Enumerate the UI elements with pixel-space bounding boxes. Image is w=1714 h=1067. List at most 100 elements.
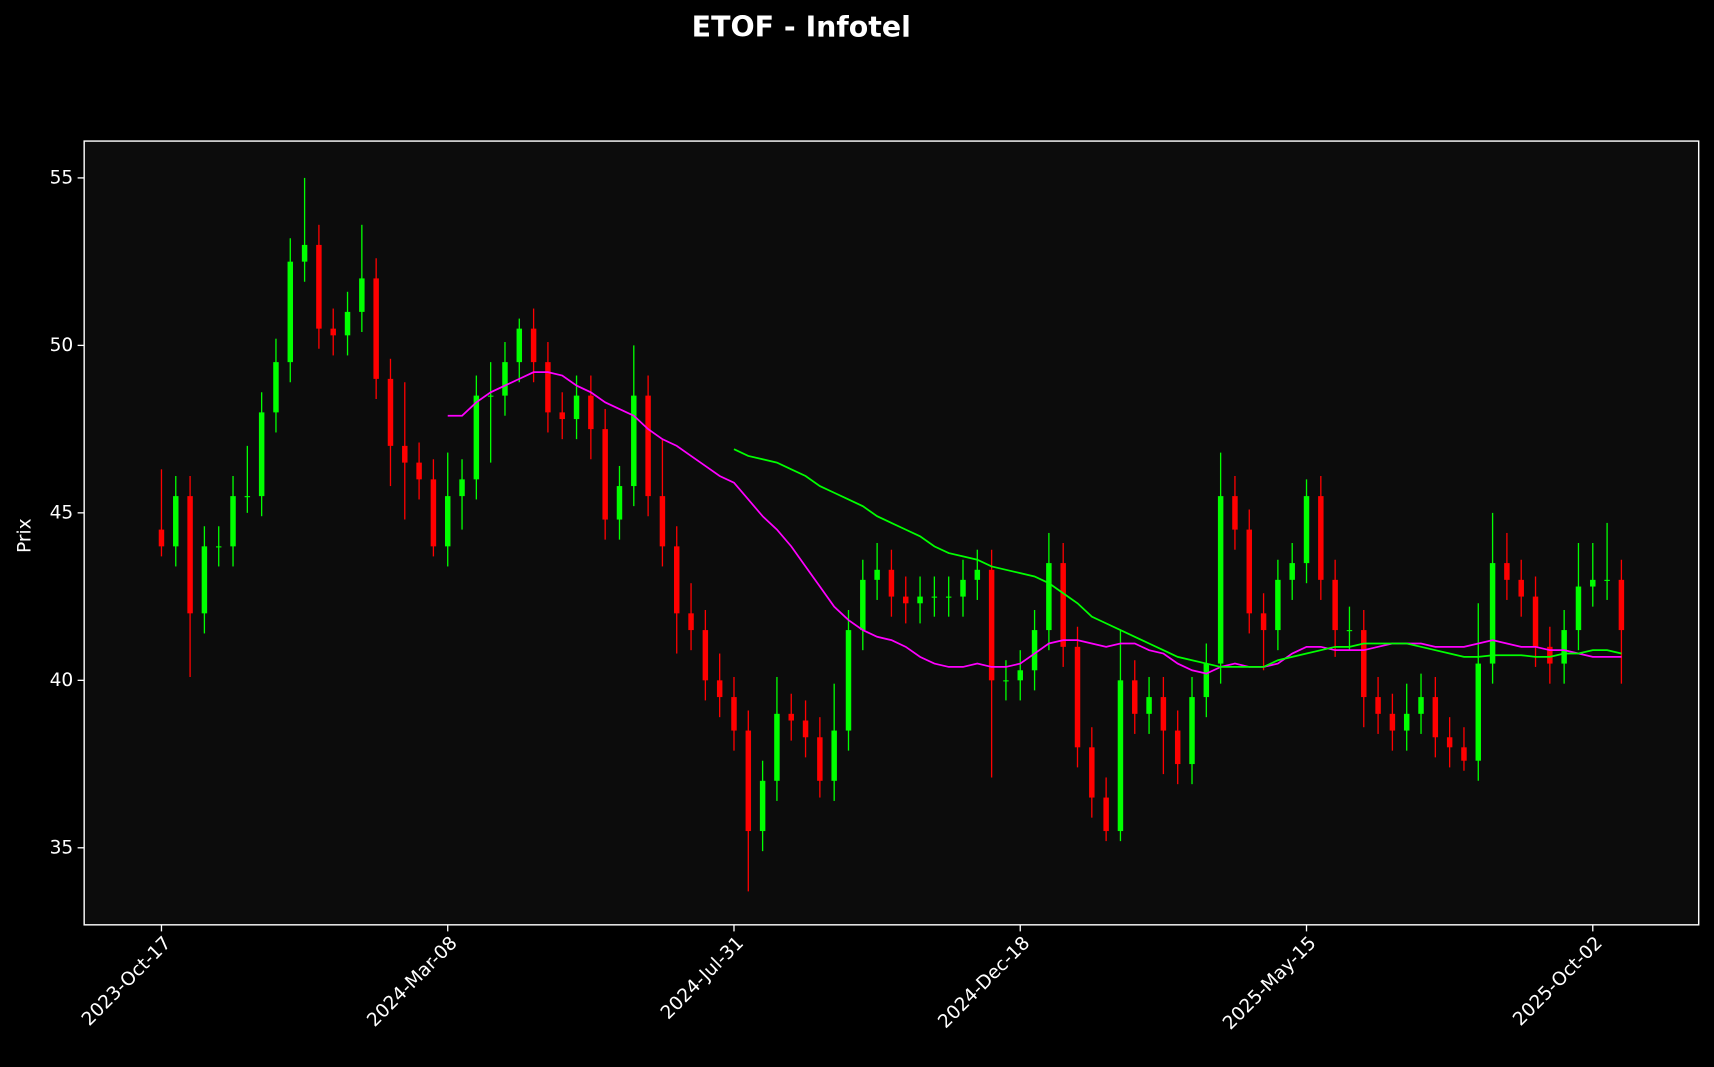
x-tick-label: 2024-Mar-08 <box>363 933 461 1031</box>
candle-body <box>1203 663 1210 698</box>
candle-body <box>688 613 694 631</box>
candle-body <box>530 328 537 363</box>
candle-body <box>1017 670 1023 681</box>
candle-body <box>1590 579 1596 587</box>
candle-body <box>430 479 437 547</box>
candle-body <box>1575 586 1582 631</box>
candle-body <box>573 395 580 420</box>
candle-body <box>702 630 709 681</box>
candle-body <box>1389 713 1396 731</box>
candle-body <box>1547 646 1553 664</box>
candle-body <box>616 486 623 520</box>
y-tick-label: 50 <box>50 335 74 356</box>
candle-body <box>802 720 809 738</box>
candle-body <box>215 546 222 548</box>
candle-body <box>201 546 208 614</box>
candle-body <box>1403 713 1410 731</box>
x-tick-label: 2025-Oct-02 <box>1509 933 1607 1031</box>
moving-average-line <box>733 448 1622 668</box>
y-tick-label: 35 <box>50 837 74 858</box>
candle-body <box>1375 697 1381 714</box>
candle-body <box>459 479 465 497</box>
candle-body <box>1289 563 1295 580</box>
candle-body <box>831 730 837 781</box>
candle-body <box>444 496 451 547</box>
candle-body <box>1475 663 1482 761</box>
candle-body <box>1604 579 1610 581</box>
x-tick-label: 2023-Oct-17 <box>78 933 176 1031</box>
candle-body <box>716 680 723 698</box>
candle-body <box>1160 697 1167 731</box>
candle-body <box>745 730 752 832</box>
candle-body <box>230 496 236 547</box>
candle-body <box>1332 579 1338 631</box>
candle-body <box>258 412 265 497</box>
candle-body <box>1275 579 1281 631</box>
candle-body <box>502 362 508 396</box>
candle-body <box>1361 630 1367 698</box>
candle-body <box>974 569 981 580</box>
y-tick-label: 40 <box>50 670 74 691</box>
candle-body <box>1561 630 1567 664</box>
candle-body <box>817 737 823 781</box>
candle-body <box>1232 496 1238 530</box>
candle-body <box>602 429 608 520</box>
candle-body <box>845 630 852 731</box>
candle-body <box>559 412 565 420</box>
candle-body <box>1446 737 1453 748</box>
candle-body <box>158 529 165 547</box>
candle-body <box>1260 613 1267 631</box>
chart-title: ETOF - Infotel <box>692 10 911 43</box>
candle-body <box>173 496 179 547</box>
y-axis-label: Prix <box>15 518 36 553</box>
candle-body <box>359 278 365 312</box>
x-tick-label: 2024-Dec-18 <box>934 933 1034 1033</box>
candle-body <box>1060 563 1066 647</box>
plot-area <box>84 141 1699 925</box>
candle-body <box>187 496 193 614</box>
candle-body <box>988 569 995 681</box>
candle-body <box>1132 680 1138 714</box>
candle-body <box>316 244 322 329</box>
candle-body <box>860 579 866 631</box>
candle-body <box>545 362 551 413</box>
candle-body <box>1246 529 1252 614</box>
plot-frame <box>83 140 1700 926</box>
candle-body <box>931 596 938 598</box>
candle-body <box>731 697 737 731</box>
candle-body <box>273 362 279 413</box>
candle-body <box>1189 697 1195 765</box>
candle-body <box>1003 680 1009 682</box>
candle-body <box>487 395 494 397</box>
candle-body <box>1217 496 1224 664</box>
candle-body <box>301 244 308 262</box>
candle-body <box>473 395 480 480</box>
candle-body <box>1504 563 1510 580</box>
x-tick-label: 2025-May-15 <box>1219 933 1320 1034</box>
candle-body <box>1489 563 1496 664</box>
candle-body <box>759 780 766 832</box>
candle-body <box>330 328 336 336</box>
candle-body <box>1103 797 1109 832</box>
candle-body <box>1532 596 1539 647</box>
candle-body <box>244 496 251 498</box>
candle-body <box>774 713 780 781</box>
candle-body <box>516 328 523 363</box>
candle-body <box>1117 680 1124 832</box>
candle-body <box>631 395 637 487</box>
candle-body <box>1618 579 1625 631</box>
candle-body <box>402 445 408 463</box>
candle-body <box>1174 730 1181 765</box>
y-tick-label: 45 <box>50 502 74 523</box>
candle-body <box>1461 747 1467 761</box>
candle-body <box>674 546 680 614</box>
candle-body <box>659 496 666 547</box>
candle-body <box>344 311 351 336</box>
candle-body <box>416 462 422 480</box>
candle-body <box>1418 697 1424 714</box>
candle-body <box>588 395 594 430</box>
candle-body <box>903 596 909 604</box>
candle-body <box>1146 697 1152 714</box>
candle-body <box>788 713 794 721</box>
